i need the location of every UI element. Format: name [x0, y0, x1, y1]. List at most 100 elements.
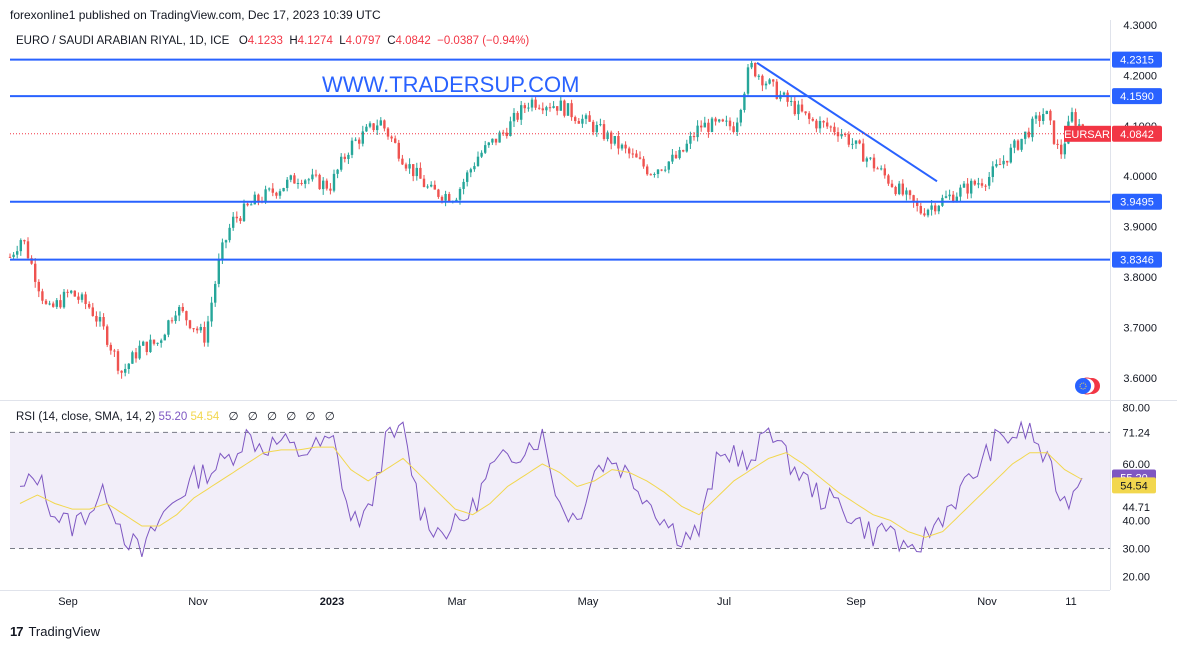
rsi-tick-label: 30.00 [1122, 544, 1150, 556]
candle-body [844, 133, 847, 135]
candle-body [764, 83, 768, 86]
candle-body [973, 180, 976, 185]
candle-body [361, 131, 364, 144]
candle-body [520, 105, 523, 120]
candle-body [426, 186, 429, 188]
candle-body [77, 296, 80, 300]
candle-body [221, 242, 224, 259]
candle-body [1031, 118, 1034, 138]
candle-body [851, 143, 854, 145]
candle-body [343, 156, 346, 159]
candle-body [523, 105, 526, 109]
candle-body [383, 120, 386, 129]
rsi-axis[interactable]: 80.0071.2460.0044.7140.0030.0020.0055.20… [1112, 403, 1156, 584]
hline-badge-label: 3.8346 [1120, 255, 1154, 267]
candle-body [174, 315, 177, 322]
candle-body [422, 178, 426, 187]
candle-body [232, 216, 235, 228]
candle-body [685, 143, 688, 152]
candle-body [404, 164, 408, 169]
candle-body [455, 199, 458, 202]
candle-body [55, 300, 58, 307]
candle-body [617, 136, 620, 149]
candle-body [566, 103, 570, 116]
candle-body [325, 180, 328, 189]
rsi-tick-label: 44.71 [1122, 502, 1150, 514]
candle-body [527, 107, 530, 109]
rsi-tick-label: 60.00 [1122, 459, 1150, 471]
high-value: 4.1274 [297, 35, 333, 47]
candle-body [581, 118, 584, 124]
price-axis[interactable]: 4.30004.20004.10004.00003.90003.80003.70… [1123, 20, 1157, 385]
candle-body [692, 135, 696, 138]
time-axis[interactable]: Sep Nov 2023 Mar May Jul Sep Nov 11 [58, 596, 1077, 608]
hline-badge [1112, 251, 1162, 268]
candle-body [322, 180, 325, 190]
candle-body [998, 164, 1002, 166]
candle-body [466, 172, 469, 182]
publish-info: forexonline1 published on TradingView.co… [10, 8, 381, 22]
candle-body [264, 189, 267, 202]
candle-body [721, 119, 724, 122]
candle-body [372, 123, 375, 131]
price-badges: 4.2315 4.1590 3.9495 3.8346 EURSAR 4.0842 [1064, 51, 1162, 268]
candle-body [376, 125, 379, 131]
candle-body [131, 352, 134, 364]
candle-body [840, 133, 843, 137]
time-tick-label: Nov [977, 596, 997, 608]
candle-body [1052, 120, 1056, 144]
candle-body [397, 142, 400, 159]
candle-body [919, 205, 922, 214]
candle-body [754, 62, 757, 77]
time-tick-label: 11 [1065, 596, 1076, 608]
candle-body [358, 139, 361, 144]
candle-body [84, 294, 87, 305]
candle-body [671, 154, 674, 162]
candle-body [628, 148, 631, 154]
price-tick-label: 3.9000 [1123, 222, 1157, 234]
candle-body [890, 183, 894, 187]
candle-body [408, 164, 411, 169]
candle-body [286, 179, 289, 188]
candle-body [988, 176, 991, 186]
candle-body [563, 100, 566, 116]
rsi-value: 55.20 [158, 411, 188, 423]
last-price-badge-label: 4.0842 [1120, 129, 1154, 141]
candle-body [1038, 115, 1041, 121]
candle-body [386, 128, 390, 137]
candle-body [509, 121, 512, 137]
candle-body [419, 167, 422, 179]
hline-badge [1112, 88, 1162, 105]
symbol-title[interactable]: EURO / SAUDI ARABIAN RIYAL, 1D, ICE [16, 35, 230, 47]
time-tick-label: Sep [58, 596, 78, 608]
candle-body [743, 93, 746, 110]
trendline[interactable] [756, 62, 938, 183]
candle-body [203, 327, 206, 343]
rsi-tick-label: 40.00 [1122, 515, 1150, 527]
candle-body [156, 342, 159, 344]
candle-body [761, 75, 764, 86]
rsi-tick-label: 80.00 [1122, 403, 1150, 415]
tradingview-logo[interactable]: 17 TradingView [10, 624, 100, 639]
candle-body [541, 108, 544, 111]
candle-body [959, 187, 962, 197]
candle-body [16, 251, 19, 255]
candles-group [8, 60, 1084, 379]
candle-body [340, 156, 343, 170]
currency-flags-icon[interactable] [1075, 377, 1100, 395]
rsi-label[interactable]: RSI (14, close, SMA, 14, 2) [16, 411, 156, 423]
candle-body [772, 79, 775, 82]
candle-body [80, 294, 84, 300]
candle-body [95, 315, 98, 322]
candle-body [1013, 140, 1016, 148]
hline-badge-label: 4.1590 [1120, 91, 1154, 103]
candle-body [584, 115, 588, 119]
candle-body [653, 174, 656, 176]
candle-body [37, 281, 40, 292]
candle-body [70, 290, 73, 293]
symbol-badge-label: EURSAR [1064, 129, 1110, 141]
candle-body [1034, 115, 1038, 119]
candle-body [278, 191, 282, 196]
tradingview-brand: TradingView [28, 624, 101, 639]
